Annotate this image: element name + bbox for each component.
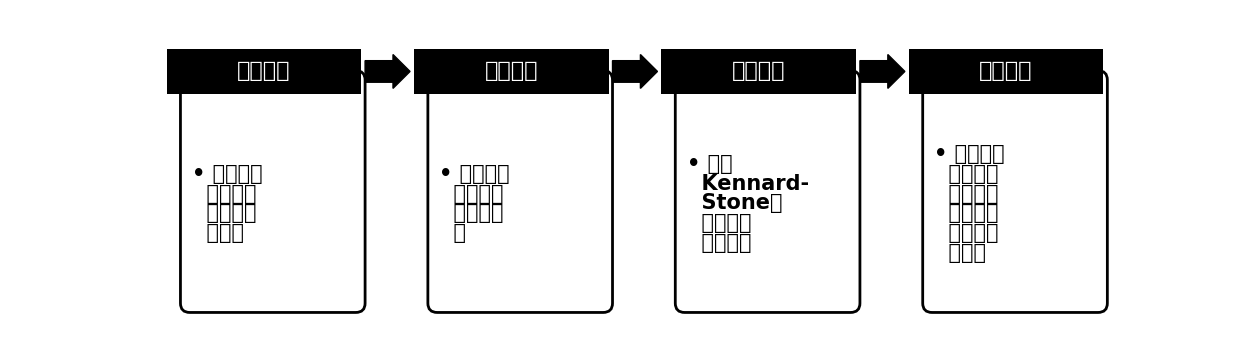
Text: 法构建校: 法构建校: [686, 213, 751, 233]
Text: Stone算: Stone算: [686, 193, 782, 213]
Text: 构建土壤: 构建土壤: [934, 184, 999, 204]
Text: 数据准备: 数据准备: [237, 62, 291, 82]
Text: 估测模型: 估测模型: [934, 223, 999, 243]
Text: 建立模型: 建立模型: [979, 62, 1033, 82]
Text: • 应用: • 应用: [686, 154, 732, 174]
Text: 氮数据: 氮数据: [192, 223, 244, 243]
Bar: [414, 49, 608, 94]
Bar: [662, 49, 856, 94]
Text: 并验证: 并验证: [934, 243, 986, 263]
Text: 正样本集: 正样本集: [686, 233, 751, 253]
Text: 数据处理: 数据处理: [484, 62, 538, 82]
Bar: [908, 49, 1104, 94]
Text: 数据和全: 数据和全: [192, 203, 256, 223]
Text: • 对光谱数: • 对光谱数: [440, 164, 510, 184]
FancyBboxPatch shape: [675, 71, 860, 313]
FancyBboxPatch shape: [923, 71, 1108, 313]
FancyBboxPatch shape: [181, 71, 366, 313]
Text: 数据分割: 数据分割: [732, 62, 786, 82]
Polygon shape: [366, 54, 410, 88]
Text: 全氮含量: 全氮含量: [934, 203, 999, 223]
Text: • 测量土壤: • 测量土壤: [192, 164, 263, 184]
FancyBboxPatch shape: [427, 71, 612, 313]
Text: 小二乘法: 小二乘法: [934, 164, 999, 184]
Text: 换: 换: [440, 223, 467, 243]
Text: 样本光谱: 样本光谱: [192, 184, 256, 204]
Text: Kennard-: Kennard-: [686, 174, 809, 194]
Text: 同光谱变: 同光谱变: [440, 203, 504, 223]
Text: 据进行不: 据进行不: [440, 184, 504, 204]
Text: • 采用偏最: • 采用偏最: [934, 144, 1005, 164]
Polygon shape: [612, 54, 658, 88]
Polygon shape: [860, 54, 904, 88]
Bar: [166, 49, 362, 94]
